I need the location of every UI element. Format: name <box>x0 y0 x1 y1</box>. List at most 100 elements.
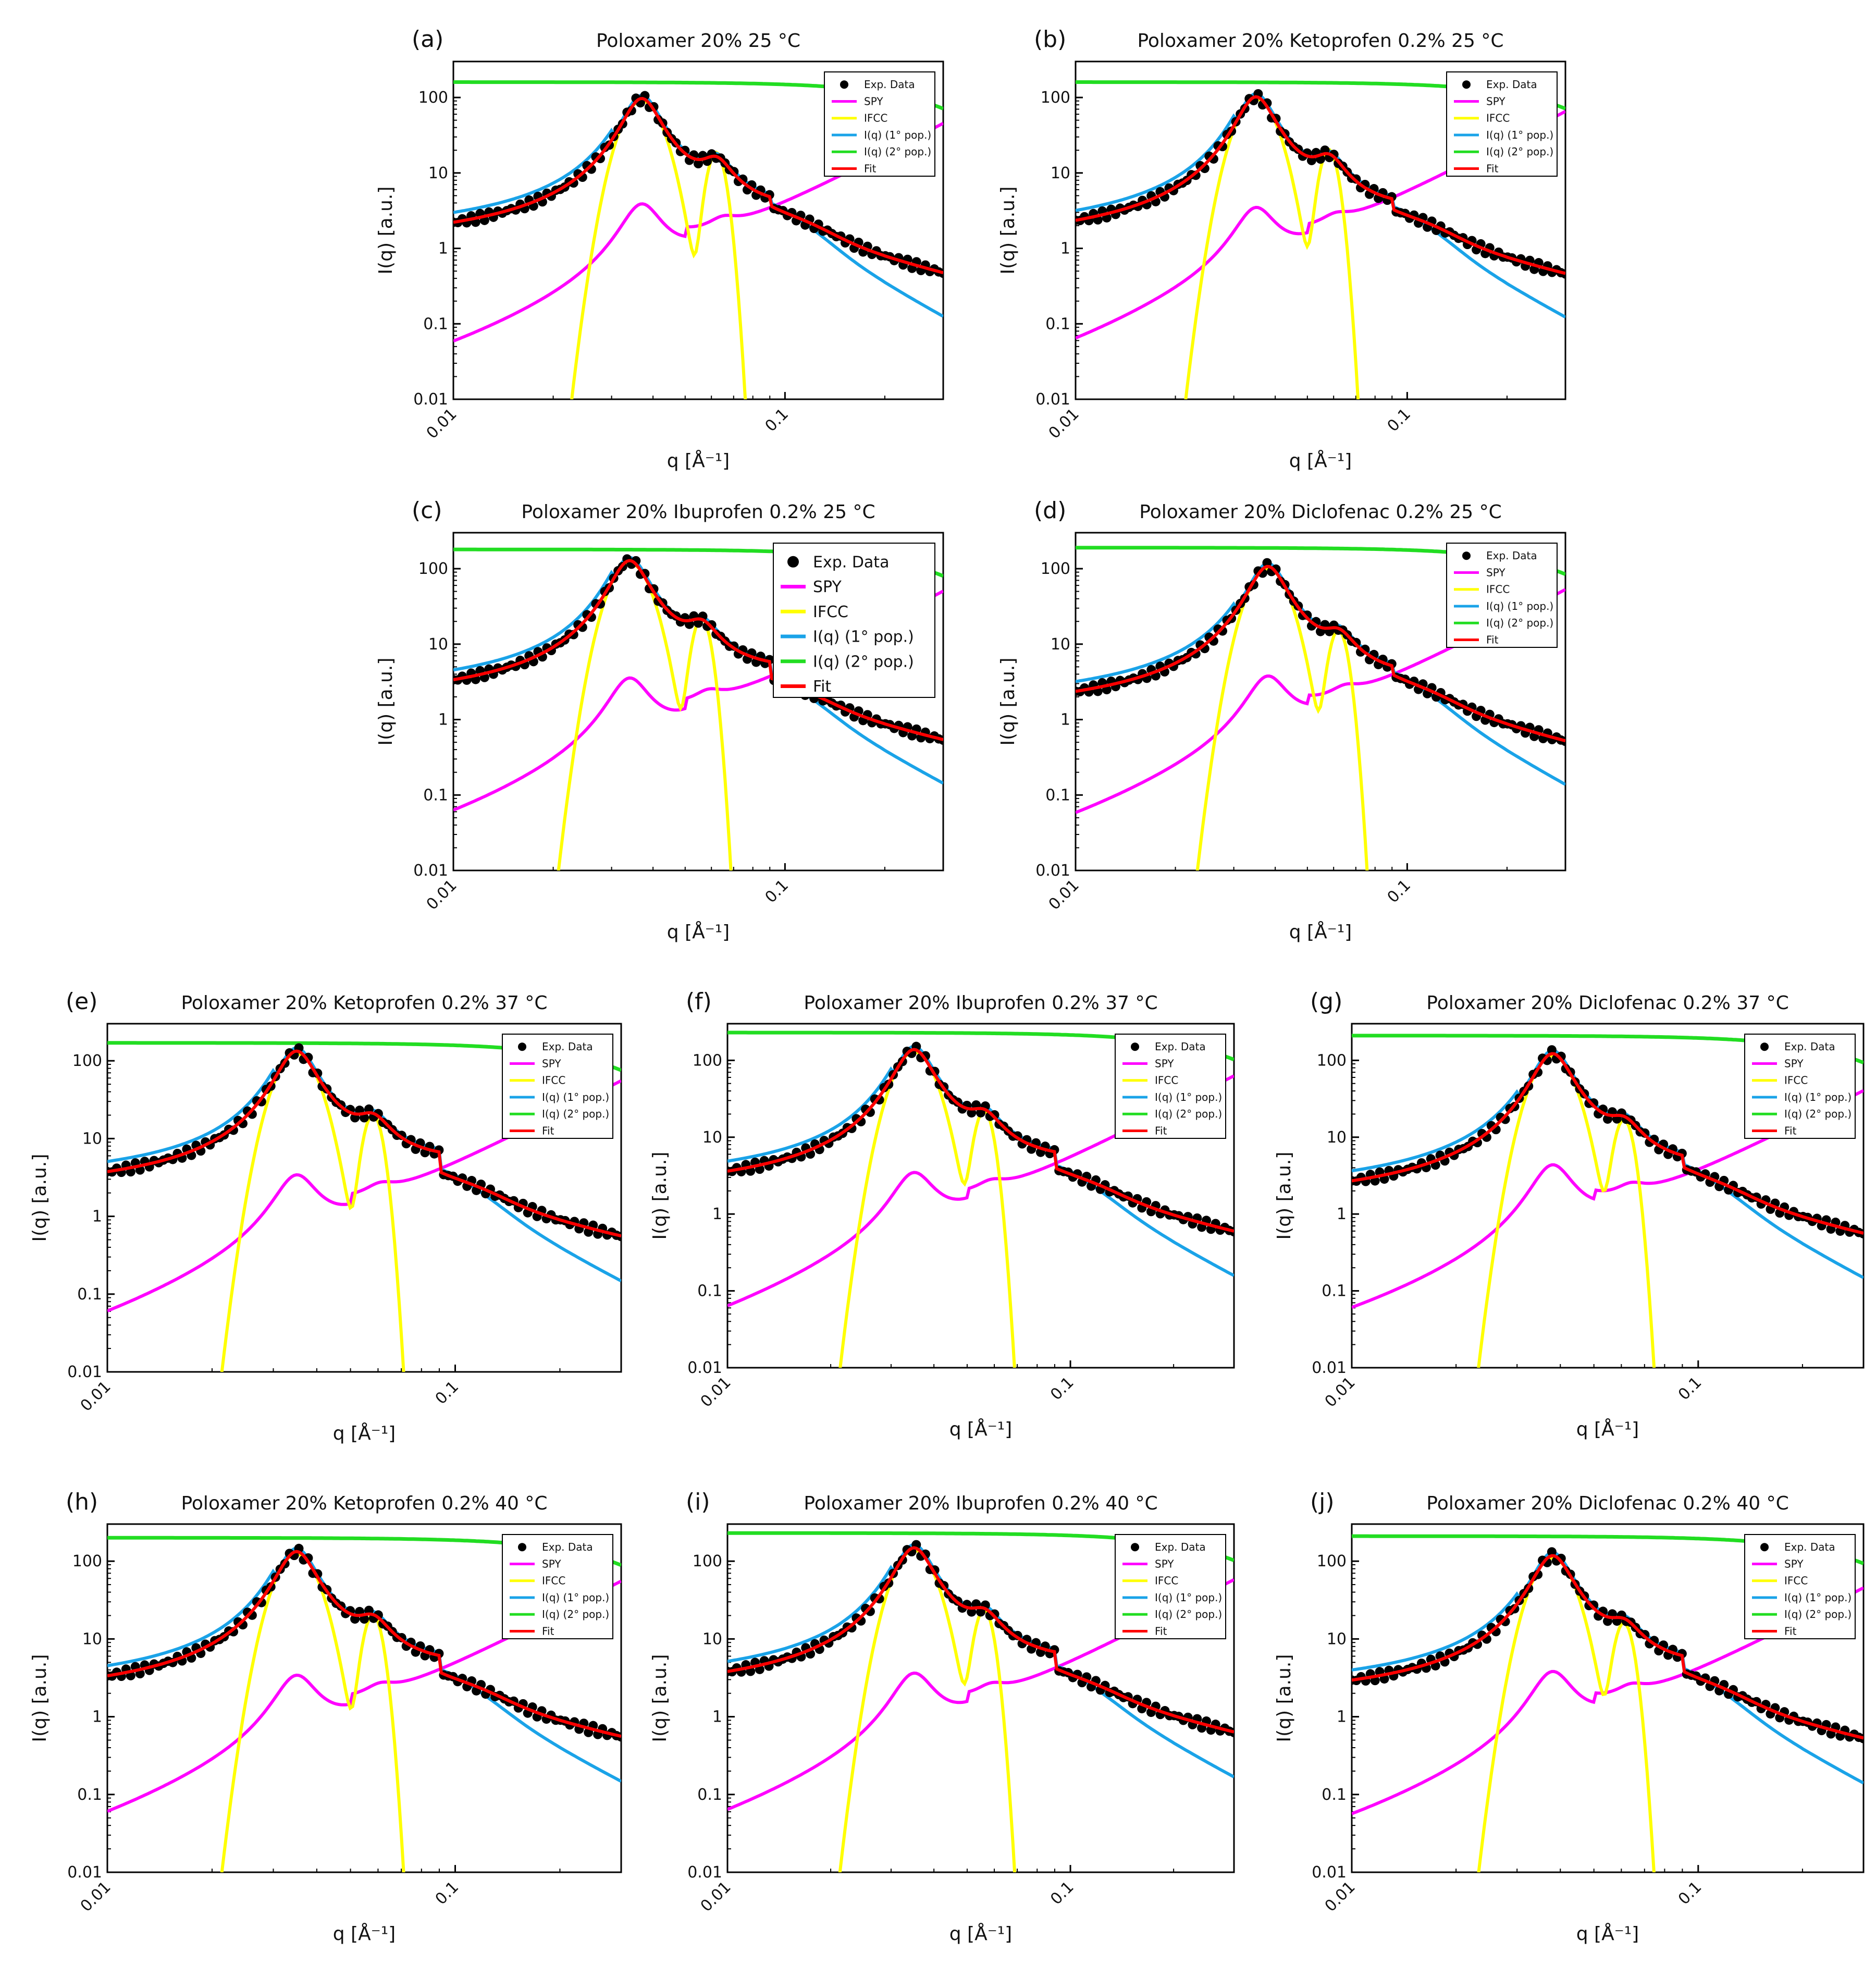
legend-box <box>502 1034 613 1139</box>
legend-label-ifcc: IFCC <box>1784 1074 1808 1087</box>
y-tick-label: 1 <box>1337 1708 1347 1726</box>
x-axis-label-e: q [Å⁻¹] <box>333 1422 396 1444</box>
y-tick-label: 0.1 <box>697 1786 722 1804</box>
panel-title-c: Poloxamer 20% Ibuprofen 0.2% 25 °C <box>521 501 875 523</box>
y-axis-label-b: I(q) [a.u.] <box>997 187 1019 275</box>
x-tick-label: 0.01 <box>1322 1878 1359 1916</box>
y-axis-label-g: I(q) [a.u.] <box>1274 1152 1295 1240</box>
legend-label-ifcc: IFCC <box>542 1575 565 1587</box>
y-axis-label-a: I(q) [a.u.] <box>375 187 397 275</box>
panel-letter-f: (f) <box>686 988 712 1015</box>
legend-marker-exp <box>1462 551 1471 560</box>
legend-label-fit: Fit <box>542 1625 554 1637</box>
legend-j: Exp. Data SPY IFCC I(q) (1° pop.) I(q) (2° p… <box>1744 1534 1856 1639</box>
y-tick-label: 100 <box>1041 89 1070 107</box>
y-axis-label-j: I(q) [a.u.] <box>1274 1654 1295 1742</box>
legend-label-spy: SPY <box>1784 1557 1804 1570</box>
y-tick-label: 10 <box>82 1130 102 1148</box>
legend-label-exp: Exp. Data <box>1155 1040 1206 1053</box>
x-tick-label: 0.01 <box>1045 876 1083 914</box>
x-tick-label: 0.01 <box>697 1878 735 1916</box>
legend-marker-exp <box>518 1042 526 1051</box>
panel-letter-g: (g) <box>1310 988 1342 1015</box>
x-axis-label-a: q [Å⁻¹] <box>667 449 730 472</box>
panel-g: (g) Poloxamer 20% Diclofenac 0.2% 37 °C 0.… <box>1274 988 1865 1440</box>
y-axis-label-h: I(q) [a.u.] <box>29 1654 51 1742</box>
legend-label-fit: Fit <box>1486 162 1499 175</box>
legend-label-exp: Exp. Data <box>1486 549 1537 562</box>
x-axis-label-d: q [Å⁻¹] <box>1289 920 1352 943</box>
x-axis-label-j: q [Å⁻¹] <box>1576 1922 1639 1945</box>
plot-frame-e <box>106 1023 622 1373</box>
x-axis-label-i: q [Å⁻¹] <box>949 1922 1012 1945</box>
legend-box <box>1744 1034 1856 1139</box>
plot-area-d <box>1076 546 1565 870</box>
plot-frame-c <box>452 532 944 871</box>
x-tick-label: 0.1 <box>762 876 792 906</box>
panel-title-e: Poloxamer 20% Ketoprofen 0.2% 37 °C <box>181 992 547 1014</box>
y-tick-label: 1 <box>438 711 448 729</box>
plot-area-a <box>453 80 943 399</box>
legend-label-pop1: I(q) (1° pop.) <box>542 1091 609 1103</box>
y-tick-label: 0.01 <box>413 862 448 880</box>
legend-box <box>502 1534 613 1639</box>
legend-label-fit: Fit <box>1784 1124 1797 1137</box>
x-tick-label: 0.1 <box>1675 1878 1705 1908</box>
legend-d: Exp. Data SPY IFCC I(q) (1° pop.) I(q) (2° p… <box>1446 543 1558 648</box>
x-tick-label: 0.1 <box>1047 1878 1077 1908</box>
x-tick-label: 0.01 <box>423 405 461 443</box>
panel-title-g: Poloxamer 20% Diclofenac 0.2% 37 °C <box>1426 992 1788 1014</box>
legend-label-pop1: I(q) (1° pop.) <box>1784 1591 1852 1604</box>
series-fit-g <box>1352 1052 1863 1235</box>
y-tick-label: 1 <box>712 1205 722 1223</box>
y-tick-label: 10 <box>428 635 448 654</box>
legend-marker-exp <box>840 80 848 89</box>
y-axis-label-d: I(q) [a.u.] <box>997 658 1019 746</box>
legend-label-ifcc: IFCC <box>1784 1575 1808 1587</box>
legend-label-exp: Exp. Data <box>1155 1541 1206 1553</box>
legend-label-pop1: I(q) (1° pop.) <box>1155 1591 1222 1604</box>
legend-label-ifcc: IFCC <box>542 1074 565 1087</box>
plot-frame-f <box>726 1023 1235 1369</box>
legend-label-spy: SPY <box>1486 566 1505 579</box>
x-tick-label: 0.1 <box>1675 1373 1705 1404</box>
y-tick-label: 1 <box>1060 240 1070 258</box>
panel-letter-i: (i) <box>686 1489 710 1515</box>
legend-label-pop1: I(q) (1° pop.) <box>864 129 931 141</box>
x-axis-label-b: q [Å⁻¹] <box>1289 449 1352 472</box>
y-tick-label: 0.01 <box>687 1863 722 1882</box>
plot-frame-d <box>1075 532 1566 871</box>
legend-label-pop1: I(q) (1° pop.) <box>813 628 914 646</box>
y-tick-label: 1 <box>438 240 448 258</box>
x-tick-label: 0.01 <box>77 1378 115 1415</box>
legend-label-spy: SPY <box>1486 95 1505 107</box>
legend-box <box>773 543 935 698</box>
y-tick-label: 1 <box>1337 1205 1347 1223</box>
panel-letter-j: (j) <box>1310 1489 1335 1515</box>
legend-marker-exp <box>787 556 799 568</box>
x-axis-label-c: q [Å⁻¹] <box>667 920 730 943</box>
y-tick-label: 100 <box>693 1051 722 1070</box>
series-fit-a <box>453 96 943 275</box>
legend-label-exp: Exp. Data <box>813 553 889 571</box>
legend-box <box>1115 1534 1226 1639</box>
y-tick-label: 0.1 <box>1322 1786 1347 1804</box>
plot-frame-j <box>1351 1523 1865 1873</box>
x-axis-label-h: q [Å⁻¹] <box>333 1922 396 1945</box>
series-ifcc-g <box>1477 1054 1656 1368</box>
exp-point <box>694 159 703 169</box>
legend-label-pop2: I(q) (2° pop.) <box>1486 145 1553 158</box>
y-tick-label: 10 <box>1327 1630 1347 1648</box>
legend-label-fit: Fit <box>864 162 877 175</box>
legend-label-fit: Fit <box>813 678 831 696</box>
y-tick-label: 0.01 <box>67 1863 102 1882</box>
series-ifcc-j <box>1477 1556 1656 1872</box>
legend-box <box>1446 543 1558 648</box>
legend-label-pop2: I(q) (2° pop.) <box>864 145 931 158</box>
legend-f: Exp. Data SPY IFCC I(q) (1° pop.) I(q) (2° p… <box>1115 1034 1226 1139</box>
panel-j: (j) Poloxamer 20% Diclofenac 0.2% 40 °C 0.… <box>1274 1489 1865 1945</box>
legend-label-ifcc: IFCC <box>1486 583 1510 596</box>
y-tick-label: 0.1 <box>1045 315 1070 333</box>
legend-b: Exp. Data SPY IFCC I(q) (1° pop.) I(q) (2° p… <box>1446 71 1558 177</box>
y-tick-label: 10 <box>702 1630 722 1648</box>
